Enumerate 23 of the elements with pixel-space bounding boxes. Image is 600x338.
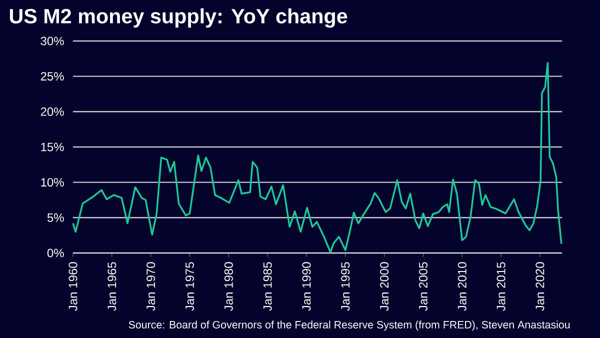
y-tick-label: 30% [40,36,64,46]
x-tick-label: Jan 2020 [536,262,544,311]
x-tick-label: Jan 1990 [302,262,311,311]
x-tick-label: Jan 1985 [263,262,272,311]
y-tick-label: 15% [41,142,64,152]
x-tick-label: Jan 1975 [185,262,194,311]
y-tick-label: 10% [41,178,64,187]
y-tick-label: 0% [47,248,64,258]
y-tick-label: 5% [47,213,64,222]
x-tick-label: Jan 2015 [496,262,506,311]
x-tick-label: Jan 2010 [458,262,466,311]
x-tick-label: Jan 1960 [68,262,78,311]
line-series [72,62,562,254]
x-tick-label: Jan 1980 [224,262,233,311]
x-tick-label: Jan 2000 [380,262,389,311]
x-tick-label: Jan 1965 [108,262,116,311]
x-tick-label: Jan 2005 [418,262,428,311]
y-tick-label: 20% [40,107,64,116]
x-tick-label: Jan 1995 [341,262,350,311]
chart-title: US M2 money supply: YoY change [10,8,348,28]
x-tick-label: Jan 1970 [146,262,156,311]
y-tick-label: 25% [40,72,64,81]
source-note: Source: Board of Governors of the Federal Reserve System (from FRED), Steven Anastasiou [128,320,570,331]
